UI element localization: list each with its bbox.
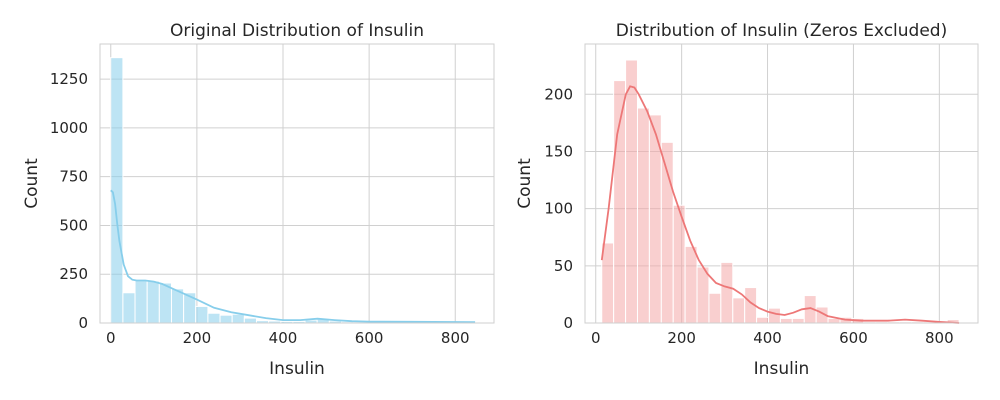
x-tick-label: 800 [441,329,470,347]
x-tick-label: 800 [925,329,954,347]
histogram-bar [636,107,650,324]
x-axis-label: Insulin [754,359,810,379]
histogram-bar [613,80,627,324]
x-tick-label: 0 [106,329,116,347]
histogram-bar [170,288,185,324]
histogram-bar [134,279,148,324]
histogram-bar [195,305,209,324]
histogram-bar [779,317,793,324]
x-tick-label: 200 [183,329,212,347]
histogram-bar [756,316,770,324]
x-axis-label: Insulin [269,359,325,379]
y-axis-label: Count [22,158,42,209]
y-axis-label: Count [515,158,535,209]
histogram-bar [601,242,615,324]
kde-line [600,85,960,324]
histogram-bar [625,59,638,324]
y-tick-label: 1000 [50,119,88,137]
histogram-bar [110,57,124,324]
histogram-bar [708,292,722,324]
chart-original-distribution: 0 200 400 600 800 0 250 500 750 1000 1250 Original … [22,21,495,379]
histogram-bar [720,261,734,324]
x-tick-label: 200 [667,329,696,347]
chart-title: Original Distribution of Insulin [170,21,424,41]
histogram-bar [158,282,172,324]
chart-zeros-excluded-distribution: 0 200 400 600 800 0 50 100 150 200 Distribution of… [515,21,979,379]
y-tick-label: 1250 [50,70,88,88]
histogram-bar [768,307,781,324]
histogram-bar [696,266,710,324]
y-tick-label: 750 [59,168,88,186]
histogram-bar [122,292,136,324]
x-tick-label: 600 [839,329,868,347]
x-tick-label: 600 [355,329,384,347]
histogram-bar [219,314,233,324]
histogram-bar [231,313,245,324]
y-tick-label: 0 [78,314,88,332]
y-tick-label: 250 [59,265,88,283]
histogram-bar [684,245,698,324]
y-tick-label: 200 [544,85,573,103]
histogram-bar [791,317,805,324]
histogram-bar [146,280,160,324]
plot-frame [99,43,495,324]
histogram-bar [732,297,746,324]
x-tick-label: 0 [591,329,601,347]
x-tick-label: 400 [753,329,782,347]
histogram-bar [243,317,257,324]
histogram-bar [207,312,221,324]
plot-frame [584,43,979,324]
y-tick-label: 500 [59,216,88,234]
y-tick-label: 150 [544,142,573,160]
y-tick-label: 0 [563,314,573,332]
y-tick-label: 100 [544,200,573,218]
chart-title: Distribution of Insulin (Zeros Excluded) [616,21,947,41]
y-tick-label: 50 [554,257,573,275]
x-tick-label: 400 [269,329,298,347]
kde-line [110,189,476,324]
